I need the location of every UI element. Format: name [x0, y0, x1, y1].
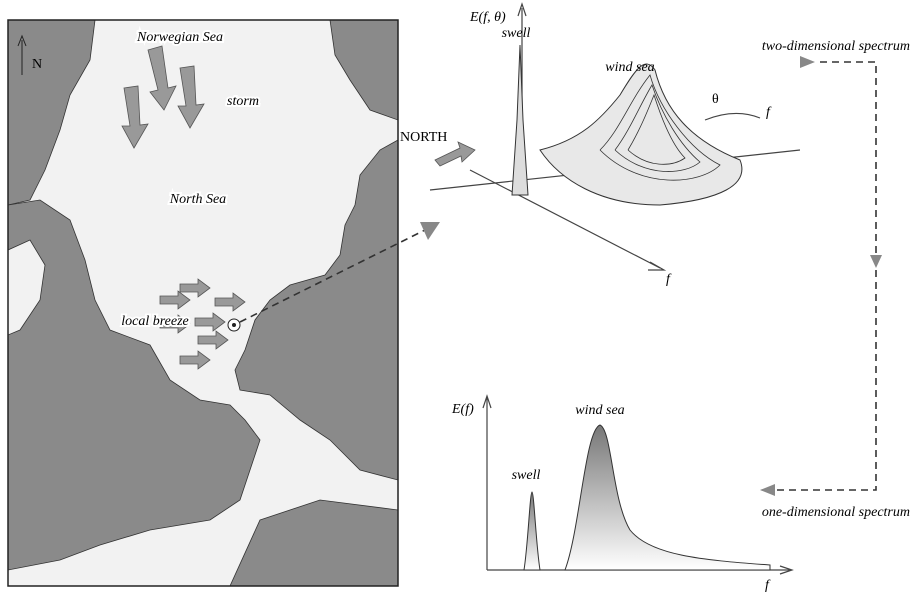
land	[8, 20, 398, 586]
theta-label: θ	[712, 92, 719, 107]
peak-label: wind sea	[605, 60, 654, 75]
map-frame	[7, 19, 399, 587]
swell-peak	[511, 44, 529, 196]
swell-peak	[523, 491, 541, 571]
north-arrow-head	[17, 34, 27, 47]
buoy-center	[232, 323, 236, 327]
breeze-arrows	[159, 278, 246, 370]
peak-label: swell	[512, 468, 541, 483]
connector	[239, 229, 426, 323]
storm-arrows	[121, 45, 205, 149]
spectrum-2d: E(f, θ) swell wind sea θ f NORTH f two-d…	[400, 2, 910, 287]
norway	[329, 20, 398, 121]
axis-head	[779, 565, 794, 575]
axis	[469, 169, 661, 269]
map-label: storm	[227, 94, 259, 109]
peak-label: swell	[502, 26, 531, 41]
axis-label: f	[666, 272, 672, 287]
north-label: NORTH	[400, 130, 447, 145]
caption: one-dimensional spectrum	[762, 505, 910, 520]
map-label: local breeze	[121, 314, 189, 329]
england	[8, 199, 261, 571]
flow-head	[760, 484, 775, 496]
caption: two-dimensional spectrum	[762, 39, 910, 54]
irish-sea	[8, 239, 46, 336]
axis-label: f	[766, 105, 772, 120]
axis-head	[482, 394, 492, 409]
contours	[599, 74, 721, 181]
north-arrow-2d	[434, 141, 476, 167]
axis-head	[517, 2, 527, 17]
peak-label: wind sea	[575, 403, 624, 418]
flow-head	[800, 56, 815, 68]
map: N Norwegian Sea storm North Sea local br…	[7, 19, 399, 587]
connector-head	[420, 222, 440, 240]
spectrum-1d: E(f) wind sea swell f one-dimensional sp…	[451, 394, 910, 593]
map-label: Norwegian Sea	[136, 30, 223, 45]
theta-arc	[704, 112, 761, 121]
map-label: North Sea	[169, 192, 226, 207]
axis-label: E(f, θ)	[469, 10, 506, 25]
flow-head	[870, 255, 882, 268]
wind-sea-peak	[564, 424, 771, 571]
north-mark: N	[32, 57, 42, 72]
axis-label: E(f)	[451, 402, 474, 417]
wind-sea-surface	[539, 63, 743, 206]
scotland	[8, 20, 96, 206]
continent	[234, 139, 398, 481]
france	[229, 499, 398, 586]
axis-label: f	[765, 578, 771, 593]
flow-line	[770, 61, 877, 491]
axis-head	[648, 261, 667, 271]
